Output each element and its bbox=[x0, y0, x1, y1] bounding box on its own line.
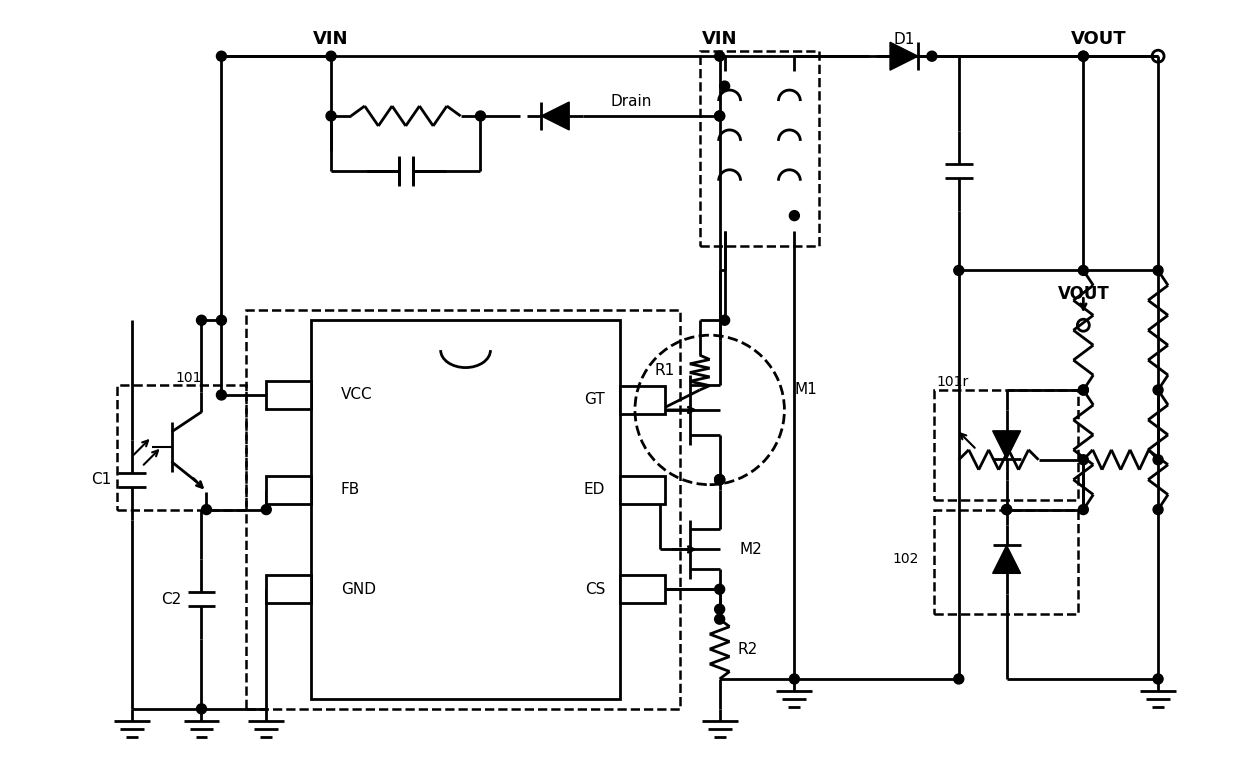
Text: M1: M1 bbox=[795, 382, 817, 397]
Bar bbox=[267, 476, 311, 503]
Text: Drain: Drain bbox=[610, 93, 651, 108]
Text: VOUT: VOUT bbox=[1070, 30, 1126, 48]
Bar bbox=[620, 576, 665, 603]
Circle shape bbox=[1153, 505, 1163, 515]
Text: CS: CS bbox=[585, 582, 605, 597]
Circle shape bbox=[201, 505, 212, 515]
Circle shape bbox=[954, 674, 963, 684]
Text: FB: FB bbox=[341, 482, 361, 497]
Text: ED: ED bbox=[584, 482, 605, 497]
Circle shape bbox=[714, 474, 724, 485]
Circle shape bbox=[1079, 385, 1089, 395]
Circle shape bbox=[714, 614, 724, 624]
Circle shape bbox=[1153, 674, 1163, 684]
Circle shape bbox=[217, 51, 227, 62]
Polygon shape bbox=[890, 42, 918, 70]
Circle shape bbox=[954, 266, 963, 276]
Bar bbox=[699, 51, 820, 245]
Text: C2: C2 bbox=[161, 592, 181, 607]
Circle shape bbox=[1002, 505, 1012, 515]
Circle shape bbox=[714, 111, 724, 121]
Bar bbox=[267, 576, 311, 603]
Text: D1: D1 bbox=[893, 32, 915, 47]
Bar bbox=[620, 386, 665, 414]
Text: VOUT: VOUT bbox=[1058, 285, 1110, 303]
Bar bbox=[117, 385, 247, 509]
Circle shape bbox=[714, 474, 724, 485]
Circle shape bbox=[928, 51, 937, 62]
Circle shape bbox=[790, 674, 800, 684]
Bar bbox=[934, 509, 1079, 614]
Circle shape bbox=[326, 111, 336, 121]
Circle shape bbox=[1079, 385, 1089, 395]
Circle shape bbox=[326, 51, 336, 62]
Circle shape bbox=[790, 210, 800, 220]
Circle shape bbox=[1079, 51, 1089, 62]
Circle shape bbox=[196, 315, 207, 325]
Circle shape bbox=[262, 505, 272, 515]
Text: C1: C1 bbox=[92, 472, 112, 487]
Text: 101r: 101r bbox=[937, 375, 970, 389]
Circle shape bbox=[475, 111, 486, 121]
Circle shape bbox=[1153, 385, 1163, 395]
Circle shape bbox=[714, 51, 724, 62]
Bar bbox=[267, 381, 311, 409]
Text: VCC: VCC bbox=[341, 387, 373, 403]
Text: GT: GT bbox=[584, 393, 605, 407]
Text: VIN: VIN bbox=[314, 30, 348, 48]
Polygon shape bbox=[993, 545, 1021, 573]
Text: 101: 101 bbox=[175, 371, 201, 385]
Polygon shape bbox=[993, 431, 1021, 459]
Bar bbox=[247, 310, 680, 709]
Circle shape bbox=[196, 704, 207, 714]
Circle shape bbox=[217, 390, 227, 400]
Circle shape bbox=[714, 605, 724, 614]
Circle shape bbox=[1079, 266, 1089, 276]
Polygon shape bbox=[542, 102, 569, 130]
Bar bbox=[934, 390, 1079, 499]
Circle shape bbox=[1079, 51, 1089, 62]
Text: VIN: VIN bbox=[702, 30, 738, 48]
Circle shape bbox=[1153, 455, 1163, 465]
Circle shape bbox=[1002, 505, 1012, 515]
Text: M2: M2 bbox=[739, 542, 763, 557]
Circle shape bbox=[719, 81, 729, 91]
Circle shape bbox=[1079, 455, 1089, 465]
Text: R2: R2 bbox=[738, 642, 758, 657]
Circle shape bbox=[714, 584, 724, 594]
Circle shape bbox=[1153, 266, 1163, 276]
Circle shape bbox=[1079, 505, 1089, 515]
Circle shape bbox=[719, 315, 729, 325]
Circle shape bbox=[714, 111, 724, 121]
Circle shape bbox=[217, 315, 227, 325]
Text: R1: R1 bbox=[655, 362, 675, 378]
Circle shape bbox=[714, 474, 724, 485]
Text: GND: GND bbox=[341, 582, 376, 597]
Text: 102: 102 bbox=[893, 552, 919, 566]
Bar bbox=[311, 320, 620, 699]
Bar bbox=[620, 476, 665, 503]
